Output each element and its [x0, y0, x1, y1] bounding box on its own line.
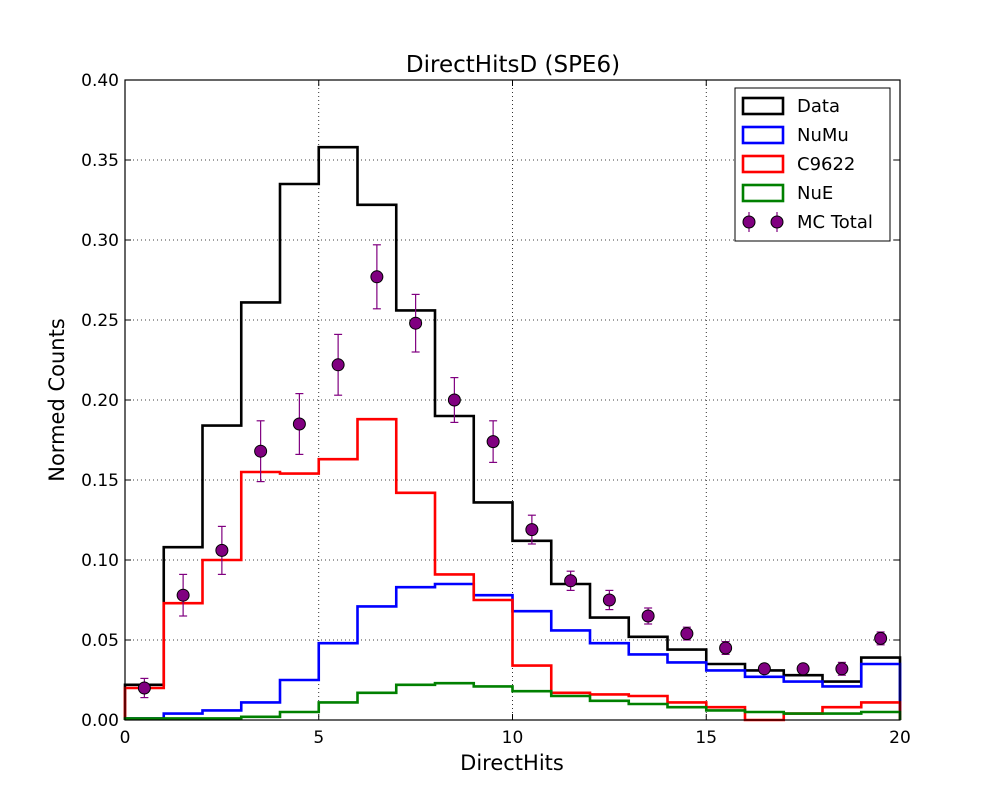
mc-total-point	[641, 609, 655, 623]
y-tick-label: 0.15	[81, 471, 119, 491]
grid	[125, 80, 900, 720]
x-tick-label: 15	[695, 728, 717, 748]
x-axis-label: DirectHits	[460, 751, 564, 775]
mc-total-point	[757, 662, 771, 676]
mc-total-point	[292, 417, 306, 431]
x-tick-label: 10	[502, 728, 524, 748]
legend-swatch-data	[741, 96, 785, 116]
mc-total-point	[370, 270, 384, 284]
y-tick-label: 0.00	[81, 711, 119, 731]
mc-total-point	[176, 588, 190, 602]
y-tick-label: 0.05	[81, 631, 119, 651]
mc-total-point	[796, 662, 810, 676]
legend-swatch-numu	[741, 125, 785, 145]
chart-title: DirectHitsD (SPE6)	[406, 52, 620, 78]
y-axis-label: Normed Counts	[45, 318, 69, 482]
y-tick-label: 0.30	[81, 231, 119, 251]
step-nue	[123, 681, 902, 720]
legend-swatch-nue	[741, 183, 785, 203]
mc-total-point	[331, 358, 345, 372]
legend-swatch-c9622	[741, 154, 785, 174]
mc-total-point	[215, 543, 229, 557]
mc-total-point	[486, 435, 500, 449]
legend-label: MC Total	[797, 212, 873, 233]
legend: Data NuMu C9622 NuE MC Total	[734, 87, 891, 242]
legend-label: Data	[797, 96, 840, 117]
legend-marker	[742, 215, 756, 229]
y-tick-label: 0.40	[81, 71, 119, 91]
legend-label: NuE	[797, 183, 833, 204]
mc-total-point	[874, 631, 888, 645]
legend-marker	[770, 215, 784, 229]
mc-total-point	[835, 662, 849, 676]
x-tick-label: 0	[120, 728, 131, 748]
y-tick-label: 0.35	[81, 151, 119, 171]
step-data	[123, 145, 902, 720]
series-layer	[123, 145, 902, 722]
legend-label: C9622	[797, 154, 855, 175]
mc-total-point	[525, 523, 539, 537]
legend-label: NuMu	[797, 125, 849, 146]
x-tick-label: 20	[889, 728, 911, 748]
mc-total-point	[564, 574, 578, 588]
mc-total-point	[409, 316, 423, 330]
axis-ticks: 0 5 10 15 20 0.00 0.05 0.10 0.15 0.20 0.25 0.30 0.35…	[81, 71, 911, 748]
mc-total-point	[447, 393, 461, 407]
mc-total-point	[719, 641, 733, 655]
mc-total-point	[680, 627, 694, 641]
mc-total-point	[602, 593, 616, 607]
step-c9622	[123, 417, 902, 722]
y-tick-label: 0.25	[81, 311, 119, 331]
y-tick-label: 0.10	[81, 551, 119, 571]
x-tick-label: 5	[313, 728, 324, 748]
y-tick-label: 0.20	[81, 391, 119, 411]
mc-total-point	[137, 681, 151, 695]
mc-total-point	[254, 444, 268, 458]
